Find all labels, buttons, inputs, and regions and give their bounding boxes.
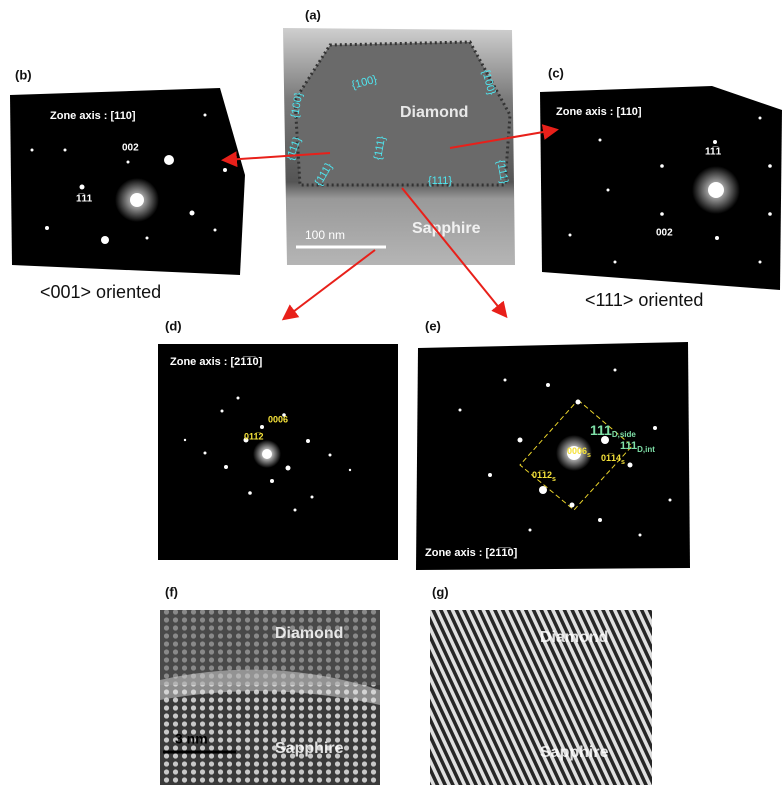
phase-label: Diamond: [275, 625, 343, 642]
spot-index: 11̅1: [705, 146, 722, 158]
panel-label: (a): [305, 7, 321, 22]
spot-index: 002: [656, 228, 673, 239]
scale-label: 100 nm: [305, 228, 345, 242]
phase-label: Sapphire: [275, 740, 344, 757]
panel-label: (d): [165, 318, 182, 333]
panel-label: (f): [165, 584, 178, 599]
panel-label: (e): [425, 318, 441, 333]
spot-index: 0006: [268, 414, 288, 424]
diffraction-pattern: [416, 342, 690, 570]
phase-label: Diamond: [400, 104, 468, 121]
scale-label: 3 nm: [175, 731, 208, 747]
zone-axis: Zone axis : [110]: [556, 106, 642, 118]
figure: (a) Diamond Sapphire {100} {100} {100} {…: [0, 0, 784, 791]
panel-label: (b): [15, 67, 32, 82]
zone-axis: Zone axis : [21̅1̅0]: [425, 547, 518, 559]
spot-index: 1̅11: [76, 193, 93, 205]
orientation: <001> oriented: [40, 282, 161, 302]
orientation: <111> oriented: [585, 290, 703, 310]
spot-index: 002: [122, 143, 139, 154]
zone-axis: Zone axis : [110]: [50, 110, 136, 122]
phase-label: Sapphire: [412, 220, 481, 237]
phase-label: Diamond: [540, 629, 608, 646]
panel-label: (c): [548, 65, 564, 80]
phase-label: Sapphire: [540, 744, 609, 761]
facet-label: {111}: [428, 175, 452, 187]
panel-label: (g): [432, 584, 449, 599]
spot-index: 011̅2: [244, 431, 264, 441]
zone-axis: Zone axis : [21̅1̅0]: [170, 356, 263, 368]
